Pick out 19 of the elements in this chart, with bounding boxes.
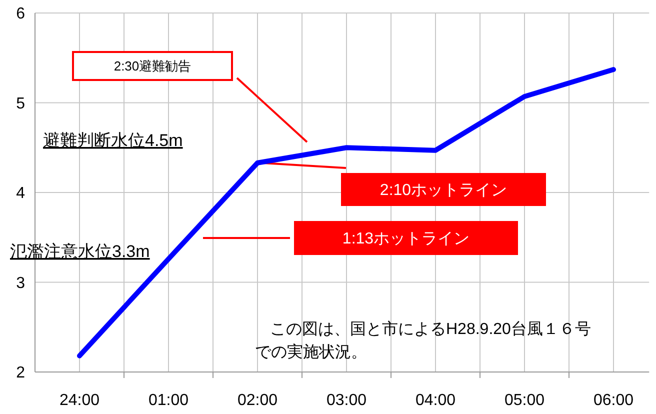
x-tick-label: 24:00 <box>59 392 100 409</box>
y-tick-label: 6 <box>16 6 26 23</box>
y-tick-label: 5 <box>16 95 26 112</box>
annotation: 1:13ホットライン <box>342 230 470 248</box>
callout: 1:13ホットライン <box>203 221 518 255</box>
annotation: 氾濫注意水位3.3m <box>10 242 150 261</box>
annotation: 避難判断水位4.5m <box>43 131 183 150</box>
annotation: 2:10ホットライン <box>380 182 508 200</box>
y-tick-label: 2 <box>16 364 26 382</box>
y-tick-label: 3 <box>16 274 26 292</box>
x-tick-label: 02:00 <box>237 392 278 409</box>
x-tick-label: 05:00 <box>504 392 545 409</box>
x-tick-label: 06:00 <box>593 392 634 409</box>
y-tick-label: 4 <box>16 185 26 202</box>
annotation: この図は、国と市によるH28.9.20台風１６号での実施状況。 <box>255 320 591 361</box>
x-tick-label: 01:00 <box>148 392 189 409</box>
x-tick-label: 03:00 <box>326 392 367 409</box>
x-tick-label: 04:00 <box>415 392 456 409</box>
annotation: 2:30避難勧告 <box>114 58 192 74</box>
